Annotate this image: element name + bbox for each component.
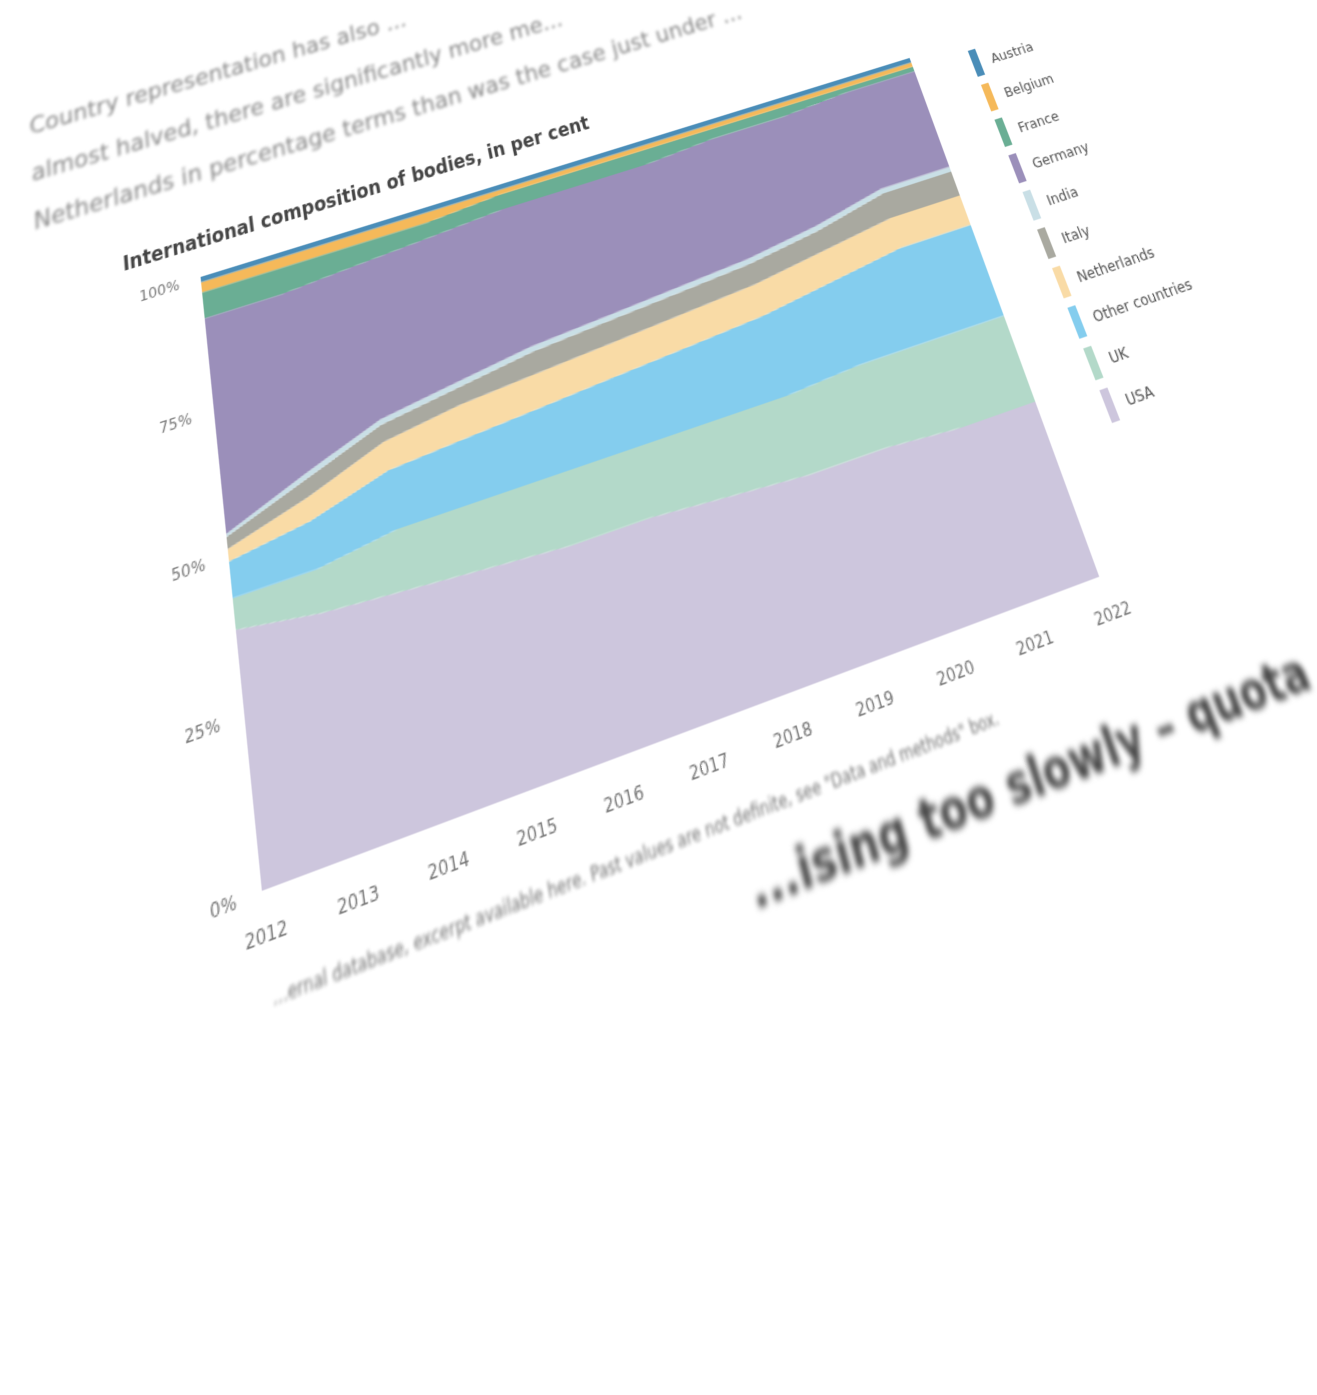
x-tick-label: 2015 bbox=[515, 812, 560, 851]
legend-label: Other countries bbox=[1090, 275, 1195, 326]
legend-swatch bbox=[1022, 189, 1042, 221]
y-tick-label: 0% bbox=[209, 889, 238, 924]
y-tick-label: 75% bbox=[159, 409, 193, 438]
y-tick-label: 50% bbox=[171, 554, 207, 586]
legend-swatch bbox=[994, 117, 1013, 147]
y-tick-label: 100% bbox=[139, 276, 181, 306]
legend-swatch bbox=[1052, 265, 1072, 299]
article-page: Country representation has also ... almo… bbox=[27, 0, 1317, 1395]
legend-swatch bbox=[1099, 387, 1121, 424]
x-tick-label: 2020 bbox=[934, 655, 978, 691]
legend-swatch bbox=[1008, 153, 1027, 184]
legend-label: Germany bbox=[1030, 138, 1092, 172]
x-tick-label: 2018 bbox=[771, 716, 815, 753]
x-tick-label: 2017 bbox=[687, 748, 731, 786]
legend-label: USA bbox=[1123, 382, 1158, 410]
legend-label: France bbox=[1016, 108, 1062, 136]
x-tick-label: 2013 bbox=[336, 880, 381, 921]
legend-swatch bbox=[1083, 345, 1104, 381]
legend-label: Austria bbox=[988, 39, 1035, 66]
legend-label: UK bbox=[1106, 343, 1132, 367]
x-tick-label: 2021 bbox=[1013, 625, 1056, 660]
legend-label: Netherlands bbox=[1074, 243, 1157, 286]
y-tick-label: 25% bbox=[184, 713, 222, 748]
x-tick-label: 2019 bbox=[853, 685, 897, 721]
legend-label: India bbox=[1044, 183, 1080, 209]
x-tick-label: 2012 bbox=[244, 914, 289, 956]
x-tick-label: 2014 bbox=[426, 846, 471, 886]
legend-swatch bbox=[967, 48, 986, 77]
legend-swatch bbox=[1037, 227, 1057, 260]
legend-swatch bbox=[980, 82, 999, 112]
legend-swatch bbox=[1067, 305, 1088, 339]
x-tick-label: 2016 bbox=[602, 780, 647, 819]
x-tick-label: 2022 bbox=[1091, 596, 1134, 631]
legend-label: Belgium bbox=[1002, 70, 1056, 100]
legend-label: Italy bbox=[1059, 222, 1092, 248]
